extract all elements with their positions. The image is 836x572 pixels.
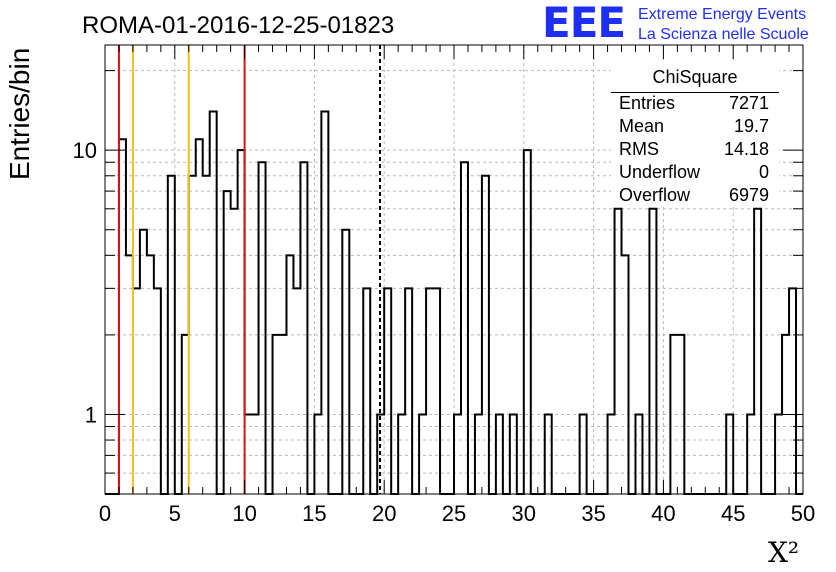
x-tick-label: 15 <box>302 501 326 526</box>
stats-box: ChiSquare Entries 7271 Mean 19.7 RMS 14.… <box>611 63 779 206</box>
x-tick-label: 40 <box>651 501 675 526</box>
stats-row: Underflow 0 <box>619 162 769 184</box>
chart-title: ROMA-01-2016-12-25-01823 <box>82 12 395 39</box>
x-tick-label: 35 <box>581 501 605 526</box>
stats-value: 0 <box>758 162 769 182</box>
stats-key: Entries <box>619 93 676 113</box>
stats-key: Underflow <box>619 162 701 182</box>
x-tick-label: 20 <box>372 501 396 526</box>
stats-divider <box>611 92 779 93</box>
stats-row: Mean 19.7 <box>619 116 769 138</box>
stats-row: Entries 7271 <box>619 93 769 115</box>
x-tick-label: 0 <box>99 501 111 526</box>
histogram-outline <box>105 110 803 495</box>
eee-logo-mark: EEE <box>542 0 626 47</box>
stats-key: Mean <box>619 116 665 136</box>
stats-row: Overflow 6979 <box>619 185 769 207</box>
stats-value: 14.18 <box>723 139 769 159</box>
x-tick-label: 30 <box>512 501 536 526</box>
stats-value: 19.7 <box>733 116 769 136</box>
stats-title: ChiSquare <box>652 67 738 87</box>
x-tick-label: 10 <box>232 501 256 526</box>
logo-line2: La Scienza nelle Scuole <box>638 26 809 43</box>
logo-line1: Extreme Energy Events <box>638 6 807 23</box>
stats-key: Overflow <box>619 185 691 205</box>
x-tick-label: 5 <box>169 501 181 526</box>
x-tick-label: 25 <box>442 501 466 526</box>
stats-value: 6979 <box>728 185 769 205</box>
stats-row: RMS 14.18 <box>619 139 769 161</box>
x-axis-label: X² <box>768 536 800 569</box>
x-tick-label: 50 <box>791 501 815 526</box>
y-tick-label: 1 <box>85 402 97 427</box>
stats-key: RMS <box>619 139 659 159</box>
y-tick-label: 10 <box>73 138 97 163</box>
eee-logo: EEE Extreme Energy Events La Scienza nel… <box>542 0 836 48</box>
x-tick-label: 45 <box>721 501 745 526</box>
stats-value: 7271 <box>728 93 769 113</box>
